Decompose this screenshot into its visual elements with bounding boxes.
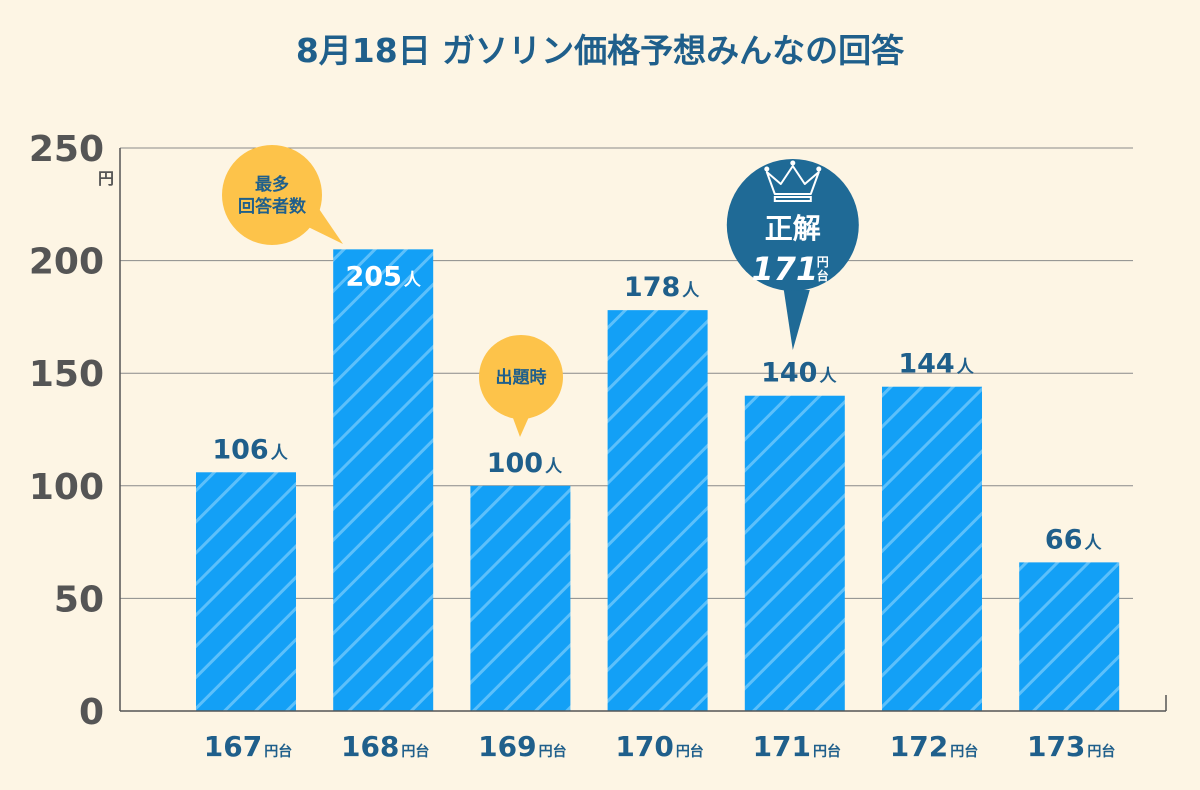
answer-unit: 円 (817, 255, 829, 269)
bar (607, 310, 708, 711)
answer-unit: 台 (817, 268, 829, 283)
y-tick-label: 50 (54, 579, 104, 620)
callout-text: 出題時 (496, 367, 547, 388)
bar-value-label: 178 人 (624, 272, 700, 303)
bar (470, 485, 571, 711)
y-unit-label: 円 (98, 169, 114, 188)
y-tick-label: 100 (29, 467, 104, 508)
bar-value-labels: 106 人 205 人 100 人 178 人 140 人 144 人 66 人 (212, 261, 1102, 555)
bar-value-label: 140 人 (761, 358, 837, 389)
x-tick-label: 172 円台 (890, 730, 978, 763)
x-tick-label: 168 円台 (341, 730, 429, 763)
x-tick-label: 171 円台 (753, 730, 841, 763)
answer-value: 171 (751, 250, 818, 288)
bar (882, 386, 982, 711)
bar-value-label: 205 人 (346, 261, 422, 292)
x-axis: 167 円台 168 円台 169 円台 170 円台 171 円台 172 円台 173 円台 (120, 695, 1167, 763)
bar (333, 249, 434, 711)
callout-bubble: 出題時 (479, 335, 563, 437)
x-tick-label: 167 円台 (204, 730, 292, 763)
crown-icon (764, 160, 822, 202)
bar-value-label: 106 人 (212, 434, 288, 465)
bar-value-label: 144 人 (898, 349, 974, 380)
x-tick-label: 169 円台 (478, 730, 566, 763)
bar-value-label: 100 人 (487, 448, 563, 479)
bars (196, 249, 1120, 711)
bar (196, 472, 296, 711)
y-tick-label: 150 (29, 354, 104, 395)
y-tick-label: 0 (79, 692, 104, 733)
chart-title: 8月18日 ガソリン価格予想みんなの回答 (296, 31, 905, 70)
x-tick-label: 173 円台 (1027, 730, 1115, 763)
bar-value-label: 66 人 (1045, 524, 1103, 555)
y-tick-label: 250 (29, 129, 104, 170)
callout-text: 回答者数 (238, 196, 307, 217)
bar (1019, 562, 1120, 711)
callout-text: 最多 (255, 174, 289, 195)
answer-label: 正解 (765, 212, 821, 245)
y-tick-label: 200 (29, 242, 104, 283)
x-tick-label: 170 円台 (615, 730, 703, 763)
bar (744, 395, 845, 711)
